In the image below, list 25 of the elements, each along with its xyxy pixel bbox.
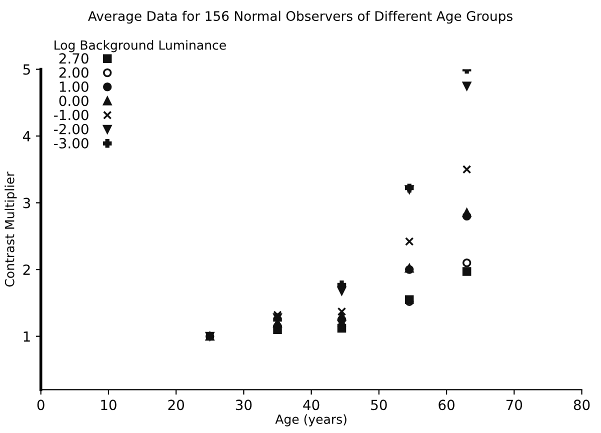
y-tick-label: 4: [22, 131, 30, 142]
y-tick-label: 5: [23, 64, 30, 75]
x-axis-title: Age (years): [275, 414, 346, 426]
x-tick-label: 60: [438, 400, 454, 410]
x-tick-label: 20: [168, 400, 184, 410]
x-tick-label: 0: [37, 400, 44, 410]
legend-title: Log Background Luminance: [54, 40, 226, 52]
x-tick-label: 50: [371, 400, 387, 410]
y-tick-label: 3: [23, 198, 30, 208]
legend-label: 1.00: [60, 81, 88, 92]
legend-label: 0.00: [59, 96, 88, 106]
chart-title: Average Data for 156 Normal Observers of Different Age Groups: [88, 10, 512, 24]
legend-label: -2.00: [54, 124, 88, 134]
x-tick-label: 30: [236, 400, 252, 410]
y-tick-label: 1: [24, 331, 30, 342]
y-axis-title: Contrast Multiplier: [4, 172, 17, 287]
x-tick-label: 80: [574, 400, 590, 410]
x-tick-label: 10: [101, 400, 116, 410]
x-tick-label: 40: [303, 400, 320, 410]
legend-label: 2.70: [59, 53, 88, 64]
legend-label: -1.00: [54, 110, 88, 120]
legend-label: -3.00: [54, 138, 88, 148]
y-tick-label: 2: [23, 264, 30, 275]
x-tick-label: 70: [506, 400, 522, 410]
legend-label: 2.00: [59, 67, 88, 78]
